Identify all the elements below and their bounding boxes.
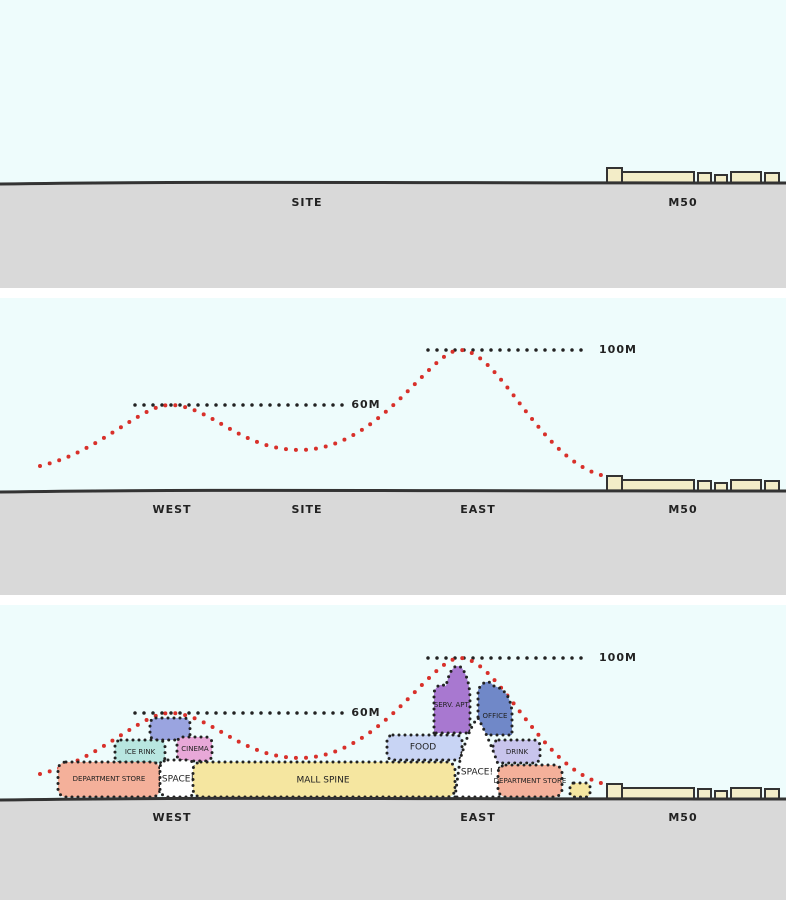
m50-label: M50 xyxy=(668,196,697,209)
block xyxy=(175,735,214,763)
height-label: 60M xyxy=(351,706,380,719)
block-label: DRINK xyxy=(506,748,529,756)
block-label: SPACE! xyxy=(461,768,493,778)
panel-existing: SITE M50 xyxy=(0,0,786,288)
block-label: FOOD xyxy=(410,743,436,753)
height-label: 60M xyxy=(351,398,380,411)
east-label: EAST xyxy=(460,811,495,824)
block-label: MALL SPINE xyxy=(296,776,349,786)
block xyxy=(568,781,592,799)
block xyxy=(496,763,564,799)
block xyxy=(432,664,472,735)
site-label: SITE xyxy=(291,503,322,516)
height-curve xyxy=(38,347,607,478)
block-label: OFFICE xyxy=(483,712,508,720)
ground-line xyxy=(0,488,786,494)
panel-heights: 100M 60M WEST SITE EAST M50 xyxy=(0,298,786,595)
west-label: WEST xyxy=(152,503,191,516)
site-label: SITE xyxy=(291,196,322,209)
height-label: 100M xyxy=(599,343,637,356)
block-label: DEPARTMENT STORE xyxy=(494,777,567,785)
east-label: EAST xyxy=(460,503,495,516)
m50-label: M50 xyxy=(668,503,697,516)
block xyxy=(148,716,192,742)
ground xyxy=(0,183,786,288)
block-label: CINEMA xyxy=(181,745,209,753)
m50-label: M50 xyxy=(668,811,697,824)
block xyxy=(385,733,464,762)
block-label: SPACE! xyxy=(162,775,194,785)
block-label: DEPARTMENT STORE xyxy=(73,775,146,783)
ground xyxy=(0,799,786,900)
block xyxy=(453,715,502,799)
height-label: 100M xyxy=(599,651,637,664)
block-label: SERV. APT. xyxy=(434,701,470,709)
block xyxy=(113,738,167,765)
west-label: WEST xyxy=(152,811,191,824)
block xyxy=(476,680,514,737)
ground-line xyxy=(0,180,786,186)
ground xyxy=(0,491,786,595)
panel-program: DEPARTMENT STORE ICE RINK CINEMA SPACE! … xyxy=(0,605,786,900)
ground-line xyxy=(0,796,786,802)
block-label: ICE RINK xyxy=(125,748,156,756)
